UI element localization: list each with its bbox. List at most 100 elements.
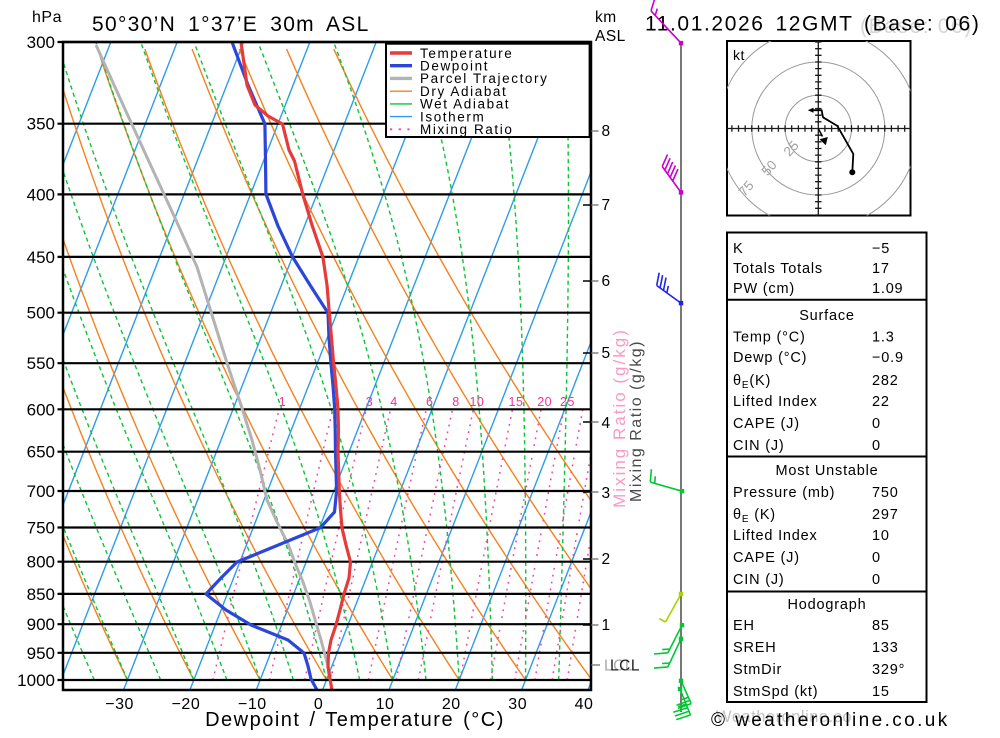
svg-text:Most Unstable: Most Unstable — [775, 463, 878, 479]
svg-text:Lifted Index: Lifted Index — [733, 528, 818, 544]
svg-text:4: 4 — [390, 395, 397, 409]
svg-text:0: 0 — [872, 416, 881, 432]
svg-text:Dewpoint: Dewpoint — [420, 59, 489, 74]
svg-text:Mixing Ratio (g/kg): Mixing Ratio (g/kg) — [610, 328, 629, 508]
svg-text:0: 0 — [872, 550, 881, 566]
svg-text:17: 17 — [872, 261, 890, 277]
svg-text:133: 133 — [872, 640, 899, 656]
svg-text:11.01.2026 12GMT (Base: 06): 11.01.2026 12GMT (Base: 06) — [645, 13, 980, 36]
svg-text:1000: 1000 — [17, 671, 55, 690]
svg-text:0: 0 — [872, 572, 881, 588]
svg-text:θE(K): θE(K) — [733, 373, 771, 391]
svg-text:CAPE (J): CAPE (J) — [733, 416, 800, 432]
svg-text:CIN (J): CIN (J) — [733, 572, 785, 588]
svg-text:20: 20 — [537, 395, 552, 409]
svg-text:450: 450 — [27, 248, 55, 267]
svg-text:282: 282 — [872, 373, 899, 389]
svg-text:6: 6 — [602, 273, 611, 290]
svg-text:Parcel Trajectory: Parcel Trajectory — [420, 71, 548, 86]
svg-text:0: 0 — [314, 696, 323, 713]
svg-text:85: 85 — [872, 618, 890, 634]
svg-text:1.09: 1.09 — [872, 281, 903, 297]
svg-text:15: 15 — [509, 395, 524, 409]
svg-text:50°30’N 1°37’E 30m ASL: 50°30’N 1°37’E 30m ASL — [92, 13, 370, 36]
svg-text:2: 2 — [602, 551, 611, 568]
svg-text:−5: −5 — [872, 241, 890, 257]
svg-text:300: 300 — [27, 33, 55, 52]
svg-text:Mixing Ratio (g/kg): Mixing Ratio (g/kg) — [628, 340, 645, 502]
svg-text:CAPE (J): CAPE (J) — [733, 550, 800, 566]
svg-text:10: 10 — [469, 395, 484, 409]
svg-text:750: 750 — [872, 485, 899, 501]
svg-text:650: 650 — [27, 443, 55, 462]
svg-text:ASL: ASL — [595, 28, 626, 45]
svg-text:6: 6 — [426, 395, 433, 409]
svg-text:Mixing Ratio: Mixing Ratio — [420, 122, 513, 137]
svg-text:800: 800 — [27, 553, 55, 572]
svg-text:75: 75 — [736, 178, 757, 199]
svg-text:Temp (°C): Temp (°C) — [733, 330, 806, 346]
svg-text:25: 25 — [560, 395, 575, 409]
svg-text:Lifted Index: Lifted Index — [733, 394, 818, 410]
svg-text:Temperature: Temperature — [420, 46, 513, 61]
svg-text:PW (cm): PW (cm) — [733, 281, 795, 297]
svg-text:kt: kt — [733, 47, 745, 63]
svg-text:600: 600 — [27, 400, 55, 419]
svg-text:8: 8 — [602, 123, 611, 140]
svg-text:30: 30 — [508, 696, 527, 713]
svg-text:700: 700 — [27, 482, 55, 501]
svg-text:Dewpoint / Temperature (°C): Dewpoint / Temperature (°C) — [205, 709, 505, 731]
svg-text:Dry Adiabat: Dry Adiabat — [420, 84, 507, 99]
svg-text:297: 297 — [872, 507, 899, 523]
svg-text:hPa: hPa — [32, 9, 62, 26]
svg-text:500: 500 — [27, 304, 55, 323]
svg-text:329°: 329° — [872, 662, 905, 678]
svg-text:(Base: 06): (Base: 06) — [860, 15, 973, 38]
svg-text:θE (K): θE (K) — [733, 507, 776, 525]
svg-text:15: 15 — [872, 684, 890, 700]
svg-text:Totals Totals: Totals Totals — [733, 261, 823, 277]
svg-text:40: 40 — [575, 696, 594, 713]
svg-text:Pressure (mb): Pressure (mb) — [733, 485, 835, 501]
svg-text:© weatheronline.co.uk: © weatheronline.co.uk — [711, 710, 950, 731]
svg-text:750: 750 — [27, 519, 55, 538]
svg-text:Wet Adiabat: Wet Adiabat — [420, 97, 510, 112]
svg-text:Surface: Surface — [799, 308, 855, 324]
svg-text:4: 4 — [602, 415, 611, 432]
svg-text:−30: −30 — [105, 696, 134, 713]
svg-text:850: 850 — [27, 585, 55, 604]
svg-text:22: 22 — [872, 394, 890, 410]
svg-text:10: 10 — [376, 696, 395, 713]
svg-text:−20: −20 — [172, 696, 201, 713]
svg-text:Hodograph: Hodograph — [788, 597, 867, 613]
svg-text:400: 400 — [27, 185, 55, 204]
svg-text:CIN (J): CIN (J) — [733, 438, 785, 454]
svg-text:350: 350 — [27, 115, 55, 134]
svg-text:Isotherm: Isotherm — [420, 109, 485, 124]
svg-text:K: K — [733, 241, 743, 257]
svg-text:LCL: LCL — [610, 658, 640, 675]
svg-text:1: 1 — [602, 617, 611, 634]
svg-text:5: 5 — [602, 345, 611, 362]
svg-text:1.3: 1.3 — [872, 330, 895, 346]
svg-text:km: km — [595, 9, 617, 26]
svg-text:20: 20 — [442, 696, 461, 713]
svg-text:−10: −10 — [238, 696, 267, 713]
svg-text:3: 3 — [366, 395, 373, 409]
svg-text:StmSpd (kt): StmSpd (kt) — [733, 684, 818, 700]
svg-text:25: 25 — [781, 138, 802, 159]
svg-text:SREH: SREH — [733, 640, 777, 656]
svg-text:10: 10 — [872, 528, 890, 544]
svg-text:550: 550 — [27, 354, 55, 373]
svg-text:EH: EH — [733, 618, 755, 634]
svg-text:1: 1 — [279, 395, 286, 409]
svg-text:Weatheronline.co: Weatheronline.co — [716, 708, 852, 726]
svg-text:7: 7 — [602, 197, 611, 214]
svg-text:950: 950 — [27, 644, 55, 663]
svg-text:LCL: LCL — [604, 658, 634, 675]
svg-text:3: 3 — [602, 485, 611, 502]
svg-text:900: 900 — [27, 615, 55, 634]
svg-text:0: 0 — [872, 438, 881, 454]
svg-text:−0.9: −0.9 — [872, 350, 904, 366]
svg-text:StmDir: StmDir — [733, 662, 782, 678]
